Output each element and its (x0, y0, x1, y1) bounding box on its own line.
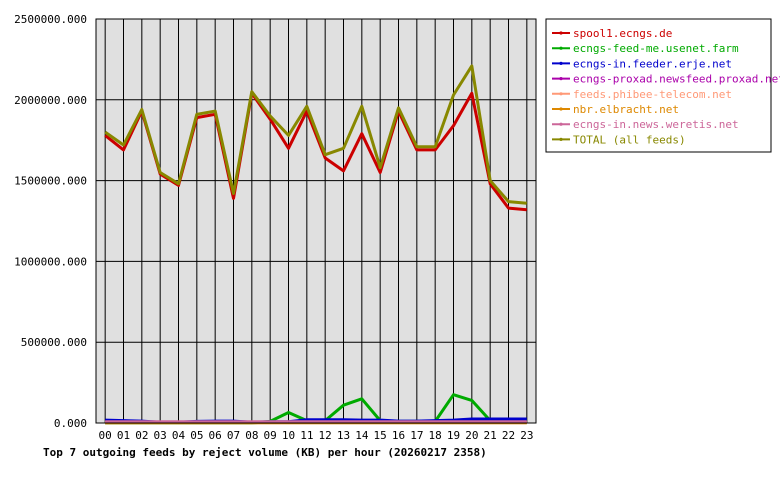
x-tick-label-19: 19 (447, 429, 460, 442)
legend-marker-1 (559, 46, 563, 50)
y-tick-label: 1500000.000 (14, 175, 87, 188)
x-tick-label-15: 15 (374, 429, 387, 442)
legend-marker-2 (559, 61, 563, 65)
legend-label-0: spool1.ecngs.de (573, 27, 672, 40)
x-tick-label-08: 08 (245, 429, 258, 442)
y-tick-label: 0.000 (54, 417, 87, 430)
x-tick-label-03: 03 (154, 429, 167, 442)
x-tick-label-10: 10 (282, 429, 295, 442)
legend-label-4: feeds.phibee-telecom.net (573, 88, 732, 101)
legend-label-5: nbr.elbracht.net (573, 103, 679, 116)
x-tick-label-14: 14 (355, 429, 369, 442)
series-line-7 (104, 64, 527, 205)
chart-caption: Top 7 outgoing feeds by reject volume (K… (43, 446, 487, 459)
x-tick-label-17: 17 (410, 429, 423, 442)
y-tick-label: 2000000.000 (14, 94, 87, 107)
x-tick-label-13: 13 (337, 429, 350, 442)
legend-box (545, 18, 772, 153)
x-tick-label-20: 20 (465, 429, 478, 442)
y-axis-ticks: 0.000 500000.000 1000000.000 1500000.000 200… (14, 13, 87, 430)
legend-marker-7 (559, 137, 563, 141)
legend-marker-0 (559, 31, 563, 35)
x-tick-label-07: 07 (227, 429, 240, 442)
legend-label-1: ecngs-feed-me.usenet.farm (573, 42, 739, 55)
legend-items: spool1.ecngs.de ecngs-feed-me.usenet.farm… (552, 27, 780, 146)
x-tick-label-02: 02 (135, 429, 148, 442)
x-tick-label-16: 16 (392, 429, 405, 442)
legend-marker-5 (559, 107, 563, 111)
x-tick-label-06: 06 (209, 429, 222, 442)
legend-label-2: ecngs-in.feeder.erje.net (573, 57, 732, 70)
legend-label-6: ecngs-in.news.weretis.net (573, 118, 739, 131)
x-tick-label-09: 09 (264, 429, 277, 442)
x-tick-label-04: 04 (172, 429, 186, 442)
x-tick-label-22: 22 (502, 429, 515, 442)
y-tick-label: 1000000.000 (14, 255, 87, 268)
legend-marker-3 (559, 77, 563, 81)
x-axis-ticks: 00 01 02 03 04 05 06 07 08 09 10 11 12 13 14 15 16 17 18 19… (99, 429, 534, 442)
y-tick-label: 500000.000 (21, 336, 87, 349)
legend-label-3: ecngs-proxad.newsfeed.proxad.net (573, 73, 780, 86)
legend: spool1.ecngs.de ecngs-feed-me.usenet.farm… (545, 18, 780, 153)
x-tick-label-23: 23 (520, 429, 533, 442)
x-tick-label-00: 00 (99, 429, 112, 442)
plot-frame (95, 18, 537, 424)
x-tick-label-05: 05 (190, 429, 203, 442)
y-tick-label: 2500000.000 (14, 13, 87, 26)
x-tick-label-21: 21 (484, 429, 497, 442)
plot-background (96, 19, 536, 423)
x-tick-label-12: 12 (319, 429, 332, 442)
x-tick-label-01: 01 (117, 429, 130, 442)
x-tick-label-11: 11 (300, 429, 313, 442)
legend-marker-6 (559, 122, 563, 126)
legend-marker-4 (559, 92, 563, 96)
x-tick-label-18: 18 (429, 429, 442, 442)
legend-label-7: TOTAL (all feeds) (573, 133, 686, 146)
